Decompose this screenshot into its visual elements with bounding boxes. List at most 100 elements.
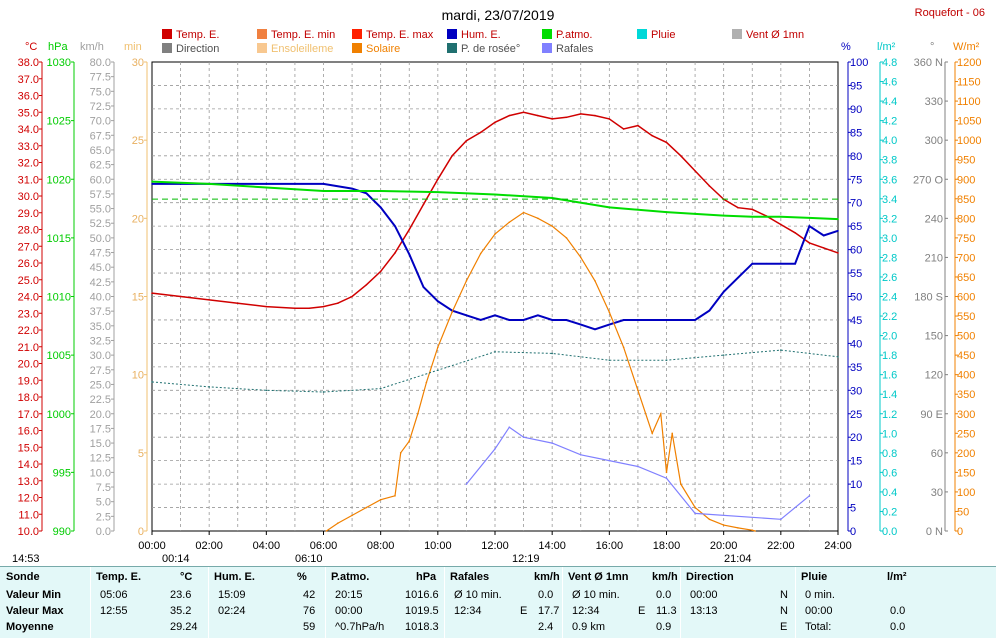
dir-axis-tick-label: 360 N xyxy=(914,57,943,69)
stats-cell-rain: 0.0 xyxy=(890,621,906,633)
wind-axis-tick-label: 42.5 xyxy=(90,277,111,289)
hum-axis-tick-label: 65 xyxy=(850,221,862,233)
series-point-4 xyxy=(437,369,439,372)
series-point-0 xyxy=(694,170,696,172)
hum-axis-tick-label: 50 xyxy=(850,292,862,304)
series-point-3 xyxy=(565,237,568,239)
minutes-axis-tick-label: 15 xyxy=(132,292,144,304)
stats-column-divider xyxy=(795,567,796,638)
series-point-3 xyxy=(351,514,353,517)
series-point-2 xyxy=(551,197,553,199)
series-point-0 xyxy=(351,295,353,298)
series-point-0 xyxy=(808,242,811,244)
legend-label: Ensoleilleme xyxy=(271,43,333,55)
series-point-1 xyxy=(780,262,782,265)
temp-axis-tick-label: 30.0 xyxy=(18,191,39,203)
stats-cell-temp: 35.2 xyxy=(170,605,192,617)
time-tick-label: 02:00 xyxy=(195,540,223,552)
stats-header-unit: km/h xyxy=(534,571,560,583)
dir-axis-tick-label: 0 N xyxy=(926,526,943,538)
hum-axis-tick-label: 15 xyxy=(850,456,862,468)
stats-cell-hum: 59 xyxy=(303,621,316,633)
series-point-3 xyxy=(379,498,382,501)
series-point-3 xyxy=(551,225,553,227)
solar-axis-tick-label: 850 xyxy=(957,194,975,206)
dir-axis-tick-label: 120 xyxy=(925,370,943,382)
series-point-1 xyxy=(622,319,625,321)
series-point-1 xyxy=(265,183,268,185)
series-point-1 xyxy=(465,314,468,317)
hum-axis-tick-label: 90 xyxy=(850,104,862,116)
stats-cell-hum: 42 xyxy=(303,589,316,601)
series-point-0 xyxy=(422,203,425,206)
series-point-5 xyxy=(494,448,496,450)
wind-axis-tick-label: 70.0 xyxy=(90,116,111,128)
stats-header-unit: % xyxy=(297,571,307,583)
series-point-0 xyxy=(737,206,739,209)
hum-axis-tick-label: 30 xyxy=(850,385,862,397)
dir-axis-tick-label: 330 xyxy=(925,96,943,108)
rain-axis-tick-label: 3.4 xyxy=(882,194,897,206)
series-point-3 xyxy=(754,530,756,532)
press-unit: hPa xyxy=(48,41,68,53)
series-point-5 xyxy=(694,512,696,515)
series-point-1 xyxy=(408,253,411,256)
series-point-5 xyxy=(551,442,553,444)
stats-header: Rafales xyxy=(450,571,490,583)
series-line-1 xyxy=(152,182,839,331)
series-point-0 xyxy=(551,118,553,120)
stats-cell-temp: 29.24 xyxy=(170,621,198,633)
stats-cell-wind: 11.3 xyxy=(656,605,677,617)
stats-cell-wind: E xyxy=(638,605,646,617)
series-point-4 xyxy=(322,391,325,393)
temp-axis-tick-label: 22.0 xyxy=(18,325,39,337)
wind-axis-tick-label: 17.5 xyxy=(90,423,111,435)
wind-axis-tick-label: 60.0 xyxy=(90,174,111,186)
solar-axis-tick-label: 400 xyxy=(957,370,975,382)
time-tick-label: 10:00 xyxy=(424,540,452,552)
legend-label: Direction xyxy=(176,43,219,55)
solar-axis-tick-label: 0 xyxy=(957,526,963,538)
series-point-1 xyxy=(679,319,682,321)
solar-axis-tick-label: 750 xyxy=(957,233,975,245)
series-point-2 xyxy=(208,183,210,185)
series-point-3 xyxy=(451,311,453,313)
rain-axis-tick-label: 0.8 xyxy=(882,448,897,460)
series-point-1 xyxy=(508,319,511,321)
series-point-0 xyxy=(665,141,668,144)
solar-axis-tick-label: 800 xyxy=(957,213,975,225)
series-point-0 xyxy=(651,134,654,137)
temp-axis-tick-label: 33.0 xyxy=(18,141,39,153)
series-point-3 xyxy=(465,280,468,282)
series-point-0 xyxy=(336,302,339,305)
stats-cell-wind: 0.9 km xyxy=(572,621,606,633)
wind-axis-tick-label: 12.5 xyxy=(90,453,111,465)
time-tick-label: 22:00 xyxy=(767,540,795,552)
series-point-0 xyxy=(179,295,182,298)
hum-axis-tick-label: 95 xyxy=(850,80,862,92)
rain-axis-tick-label: 3.0 xyxy=(882,233,897,245)
series-point-1 xyxy=(522,319,525,321)
series-point-3 xyxy=(637,389,639,392)
stats-cell-press: 1019.5 xyxy=(405,605,439,617)
legend-label: Solaire xyxy=(366,43,400,55)
temp-unit: °C xyxy=(25,41,37,53)
stats-header: Pluie xyxy=(801,571,828,583)
series-point-3 xyxy=(479,252,482,255)
series-point-0 xyxy=(679,155,682,157)
series-point-3 xyxy=(417,412,419,415)
series-point-1 xyxy=(594,328,596,331)
series-point-1 xyxy=(537,314,539,317)
temp-axis-tick-label: 38.0 xyxy=(18,57,39,69)
series-point-0 xyxy=(465,139,468,142)
series-point-5 xyxy=(608,459,611,462)
series-point-2 xyxy=(322,190,325,192)
legend-label: Temp. E. xyxy=(176,29,219,41)
series-point-3 xyxy=(325,530,328,532)
series-point-2 xyxy=(265,186,268,189)
series-point-3 xyxy=(751,529,754,532)
daylight-left: 14:53 xyxy=(12,553,40,565)
minutes-axis-tick-label: 25 xyxy=(132,135,144,147)
wind-axis-tick-label: 67.5 xyxy=(90,130,111,142)
solar-axis-tick-label: 1000 xyxy=(957,135,981,147)
